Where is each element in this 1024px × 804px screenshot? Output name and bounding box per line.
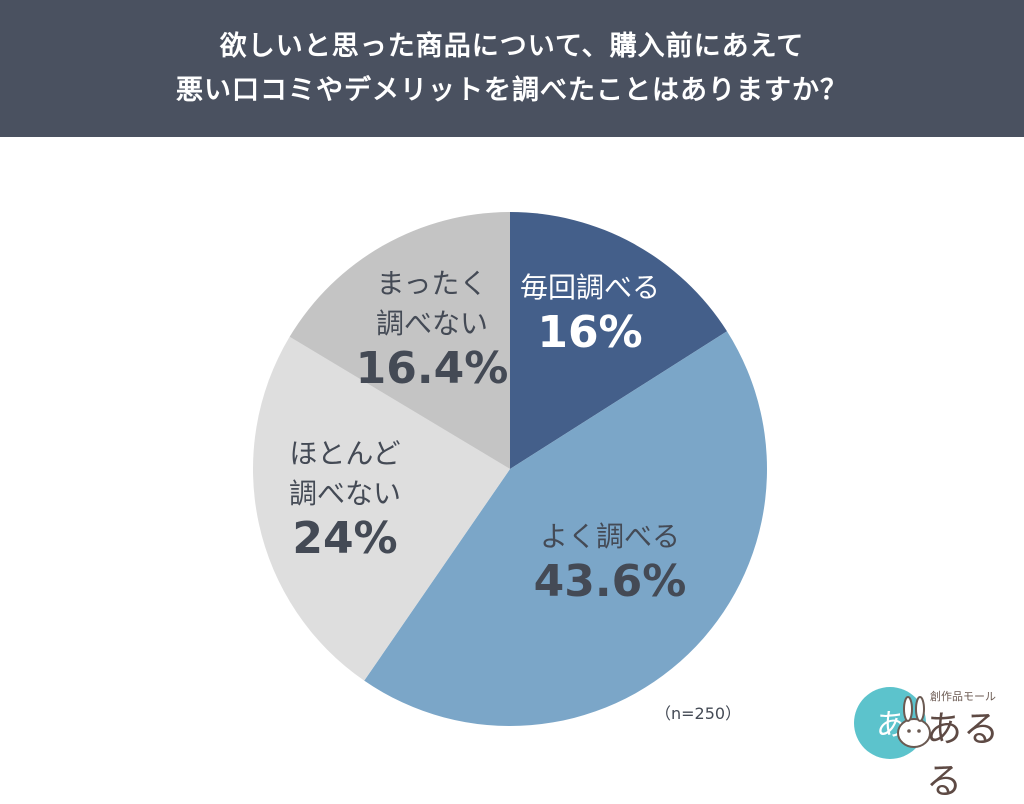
logo-subtitle: 創作品モール: [930, 690, 996, 703]
slice-label-text: よく調べる: [540, 520, 680, 553]
slice-label-text: 調べない: [289, 477, 401, 510]
slice-value-label: 16.4%: [356, 343, 509, 394]
brand-logo: あ: [848, 683, 1018, 763]
sample-size-note: （n=250）: [655, 704, 742, 723]
chart-title: 欲しいと思った商品について、購入前にあえて 悪い口コミやデメリットを調べたことは…: [0, 0, 1024, 137]
logo-wordmark: あるる: [926, 709, 1001, 802]
title-line-1: 欲しいと思った商品について、購入前にあえて: [219, 30, 805, 62]
slice-label-text: まったく: [377, 267, 488, 300]
title-line-2: 悪い口コミやデメリットを調べたことはありますか？: [176, 74, 848, 106]
slice-label-text: 毎回調べる: [520, 271, 660, 304]
slice-label-text: 調べない: [376, 307, 488, 340]
pie-slice-2: [252, 336, 510, 681]
pie-slice-1: [364, 331, 768, 727]
rabbit-icon: [897, 718, 931, 748]
slice-value-label: 24%: [292, 513, 397, 564]
pie-slice-0: [510, 212, 727, 469]
slice-value-label: 16%: [537, 307, 642, 358]
pie-slice-3: [289, 212, 510, 469]
slice-value-label: 43.6%: [534, 556, 687, 607]
slice-label-text: ほとんど: [289, 437, 400, 470]
pie-chart: 毎回調べる16%よく調べる43.6%ほとんど調べない24%まったく調べない16.…: [252, 212, 768, 727]
